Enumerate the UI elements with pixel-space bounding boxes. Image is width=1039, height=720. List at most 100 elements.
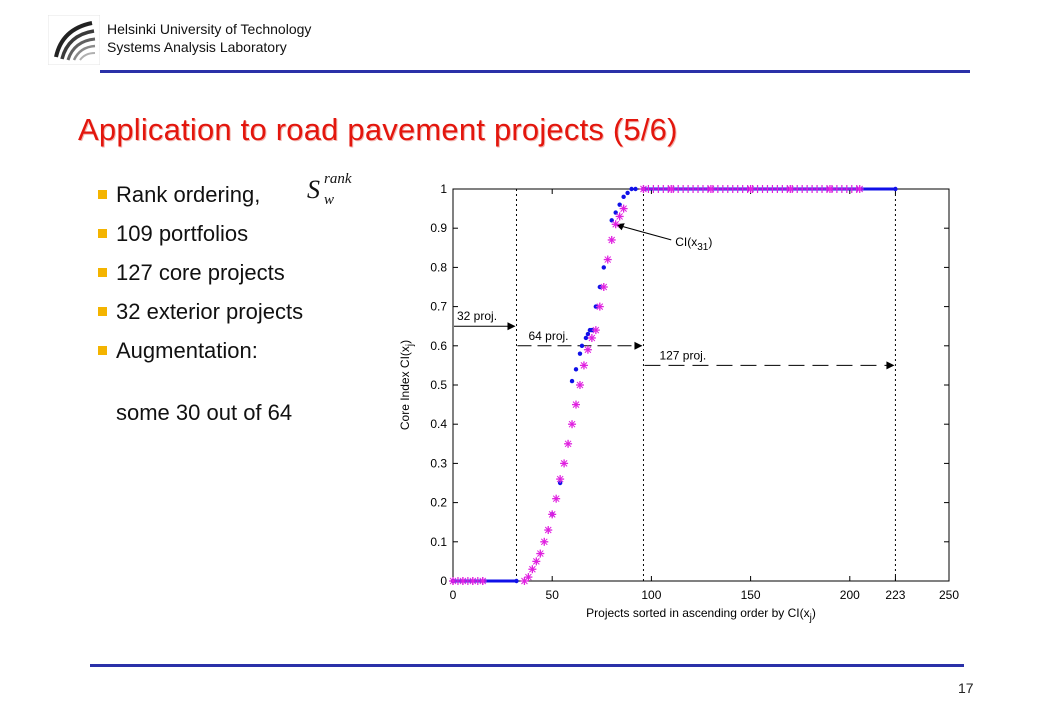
data-point-magenta bbox=[575, 381, 584, 389]
data-point-blue bbox=[601, 265, 606, 270]
x-tick-label: 250 bbox=[939, 588, 959, 602]
bullet-text: 127 core projects bbox=[116, 260, 285, 285]
x-tick-label: 100 bbox=[641, 588, 661, 602]
y-tick-label: 0.7 bbox=[430, 300, 447, 314]
data-point-blue bbox=[629, 186, 634, 192]
ci31-end: ) bbox=[708, 235, 712, 249]
y-tick-label: 1 bbox=[440, 182, 447, 196]
annotation-pointer-ci31 bbox=[621, 225, 672, 241]
x-tick-label: 0 bbox=[450, 588, 457, 602]
y-tick-label: 0.1 bbox=[430, 535, 447, 549]
x-tick-label: 50 bbox=[546, 588, 560, 602]
rank-symbol: S rank w bbox=[307, 171, 352, 208]
page-number: 17 bbox=[958, 680, 974, 696]
data-point-magenta bbox=[603, 255, 612, 264]
annotation-label-127: 127 proj. bbox=[659, 348, 706, 362]
data-point-magenta bbox=[619, 204, 628, 213]
org-line-2: Systems Analysis Laboratory bbox=[107, 39, 287, 55]
data-point-blue bbox=[633, 186, 638, 192]
chart-annotations: 32 proj. 64 proj. 127 proj. CI(x31) bbox=[454, 223, 895, 370]
y-tick-label: 0.4 bbox=[430, 417, 447, 431]
y-axis-label-sub: j bbox=[405, 344, 416, 347]
bullet-item: Augmentation: bbox=[98, 336, 303, 375]
ci31-sub: 31 bbox=[697, 242, 709, 253]
arrow-head bbox=[615, 223, 625, 231]
y-tick-label: 0 bbox=[440, 574, 447, 588]
y-axis-label-main: Core Index CI(x bbox=[398, 346, 412, 430]
arrow-head bbox=[886, 361, 895, 370]
bullet-marker bbox=[98, 190, 107, 199]
data-point-blue bbox=[577, 351, 583, 356]
data-point-magenta bbox=[599, 283, 608, 291]
data-point-magenta bbox=[591, 326, 600, 335]
x-axis-label-main: Projects sorted in ascending order by CI… bbox=[586, 606, 809, 620]
rank-symbol-base: S bbox=[307, 175, 320, 204]
bullet-item: 32 exterior projects bbox=[98, 297, 304, 336]
data-point-magenta bbox=[524, 573, 533, 582]
org-line-1: Helsinki University of Technology bbox=[107, 21, 312, 37]
bullet-marker bbox=[98, 268, 107, 277]
data-point-magenta bbox=[611, 220, 620, 229]
bullet-item: 109 portfolios bbox=[98, 219, 303, 258]
ci31-main: CI(x bbox=[675, 235, 697, 249]
bullet-text: 109 portfolios bbox=[116, 221, 249, 246]
data-point-magenta bbox=[540, 537, 549, 546]
university-logo bbox=[48, 15, 100, 65]
header-divider bbox=[100, 70, 970, 73]
plot-area bbox=[452, 188, 950, 582]
data-point-magenta bbox=[560, 459, 569, 468]
bullet-item: 127 core projects bbox=[98, 258, 303, 297]
x-axis-label-sub: j bbox=[809, 613, 812, 624]
data-point-magenta bbox=[528, 565, 537, 574]
organization-name: Helsinki University of Technology System… bbox=[107, 20, 311, 56]
data-point-blue bbox=[625, 190, 630, 196]
y-axis-label-end: ) bbox=[398, 340, 412, 344]
data-point-blue bbox=[893, 186, 898, 192]
data-point-magenta bbox=[536, 549, 545, 558]
bullet-marker bbox=[98, 229, 107, 238]
annotation-label-ci31: CI(x31) bbox=[675, 235, 712, 253]
data-point-magenta bbox=[564, 439, 573, 448]
data-point-magenta bbox=[568, 420, 577, 429]
y-tick-label: 0.2 bbox=[430, 496, 447, 510]
data-point-magenta bbox=[552, 494, 561, 503]
x-axis-label-end: ) bbox=[812, 606, 816, 620]
bullet-continuation: some 30 out of 64 bbox=[116, 400, 293, 425]
bullet-item: Rank ordering, bbox=[98, 180, 303, 219]
bullet-text: Augmentation: bbox=[116, 338, 258, 363]
data-point-magenta bbox=[583, 345, 592, 354]
data-point-magenta bbox=[587, 333, 596, 342]
data-point-magenta bbox=[548, 510, 557, 519]
data-marks bbox=[449, 185, 898, 585]
data-point-blue bbox=[583, 335, 589, 341]
bullet-text: 32 exterior projects bbox=[116, 299, 304, 324]
data-point-magenta bbox=[572, 400, 581, 409]
data-point-blue bbox=[569, 378, 575, 384]
bullet-marker bbox=[98, 307, 107, 316]
data-point-blue bbox=[621, 194, 626, 200]
y-tick-label: 0.8 bbox=[430, 260, 447, 274]
rank-symbol-superscript: rank bbox=[324, 171, 352, 187]
core-index-chart: 0 50 100 150 200 223 250 0 0.1 0.2 0.3 0.4 0.5 0.6 0.7… bbox=[398, 182, 959, 624]
data-point-magenta bbox=[544, 526, 553, 535]
data-point-magenta bbox=[579, 361, 588, 370]
data-point-magenta bbox=[595, 302, 604, 311]
footer-divider bbox=[90, 664, 964, 667]
data-point-magenta bbox=[532, 557, 541, 566]
bullet-text: Rank ordering, bbox=[116, 182, 261, 207]
x-tick-label: 223 bbox=[885, 588, 905, 602]
annotation-label-64: 64 proj. bbox=[528, 329, 568, 343]
bullet-list: Rank ordering, 109 portfolios 127 core p… bbox=[98, 180, 304, 375]
data-point-magenta bbox=[853, 185, 860, 193]
y-tick-label: 0.3 bbox=[430, 456, 447, 470]
axis-ticks: 0 50 100 150 200 223 250 0 0.1 0.2 0.3 0.4 0.5 0.6 0.7… bbox=[430, 182, 959, 602]
x-tick-label: 200 bbox=[840, 588, 860, 602]
arrow-head bbox=[634, 341, 643, 350]
slide-title: Application to road pavement projects (5… bbox=[78, 112, 678, 147]
x-tick-label: 150 bbox=[741, 588, 761, 602]
y-tick-label: 0.5 bbox=[430, 378, 447, 392]
y-tick-label: 0.9 bbox=[430, 221, 447, 235]
y-axis-label: Core Index CI(xj) bbox=[398, 340, 416, 430]
data-point-blue bbox=[579, 343, 585, 348]
data-point-magenta bbox=[479, 577, 486, 585]
